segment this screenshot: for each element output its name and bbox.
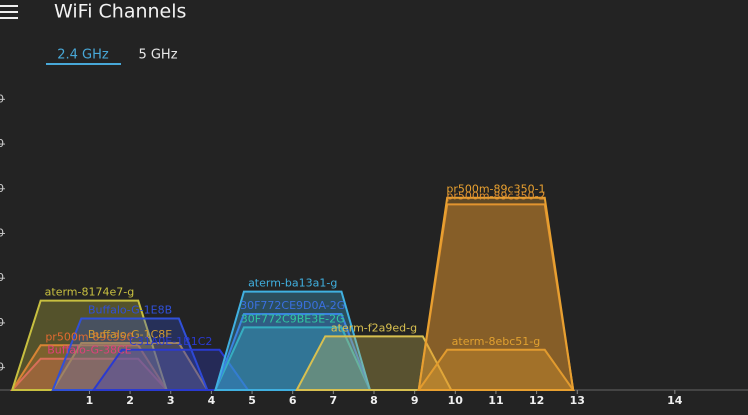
- menu-bar: [0, 17, 18, 19]
- y-tick-label: -60: [0, 227, 4, 240]
- network-label: Buffalo-G-1E8B: [88, 303, 172, 316]
- x-tick-label: 6: [289, 394, 297, 407]
- y-tick-label: -50: [0, 182, 4, 195]
- network-label: aterm-ba13a1-g: [248, 277, 337, 290]
- network-label: aterm-f2a9ed-g: [331, 321, 417, 334]
- y-tick-label: -90: [0, 361, 4, 374]
- menu-bar: [0, 11, 18, 13]
- x-tick-label: 9: [411, 394, 419, 407]
- x-tick-label: 14: [667, 394, 683, 407]
- network-label: 30F772C9BE3E-2G: [241, 312, 345, 325]
- x-tick-label: 2: [126, 394, 134, 407]
- network-label: C31A0E-1B1C2: [129, 335, 212, 348]
- network-label: Buffalo-G-1C8E: [88, 328, 172, 341]
- network-label: Buffalo-G-38CE: [47, 344, 131, 357]
- plot: -90-80-70-60-50-40-301234567891011121314…: [0, 92, 748, 407]
- network-signal: [91, 348, 250, 391]
- x-tick-label: 4: [208, 394, 216, 407]
- tab-selected[interactable]: 2.4 GHz: [57, 48, 109, 63]
- x-tick-label: 3: [167, 394, 175, 407]
- network-label: pr500m-89c350: [45, 330, 133, 343]
- network-label: pr500m-89c350-1: [446, 183, 545, 196]
- tab-underline: [46, 63, 121, 65]
- network-signal: [417, 196, 575, 391]
- x-tick-label: 5: [248, 394, 256, 407]
- network-signal: [295, 335, 453, 391]
- x-tick-label: 8: [370, 394, 378, 407]
- y-tick-label: -70: [0, 271, 4, 284]
- x-tick-label: 10: [448, 394, 464, 407]
- x-tick-label: 1: [86, 394, 94, 407]
- x-tick-label: 12: [529, 394, 544, 407]
- network-label: aterm-8174e7-g: [45, 286, 135, 299]
- network-label: aterm-8ebc51-g: [452, 335, 541, 348]
- app-title: WiFi Channels: [54, 1, 186, 23]
- network-label: pr500m-89c350-2: [446, 189, 545, 202]
- menu-bar: [0, 5, 18, 7]
- y-tick-label: -80: [0, 316, 4, 329]
- x-tick-label: 11: [488, 394, 503, 407]
- tab[interactable]: 5 GHz: [138, 48, 177, 63]
- y-tick-label: -30: [0, 92, 4, 105]
- x-tick-label: 7: [330, 394, 338, 407]
- network-label: 30F772CE9D0A-2G: [240, 299, 345, 312]
- x-tick-label: 13: [570, 394, 585, 407]
- y-tick-label: -40: [0, 137, 4, 150]
- menu-icon[interactable]: [0, 5, 18, 19]
